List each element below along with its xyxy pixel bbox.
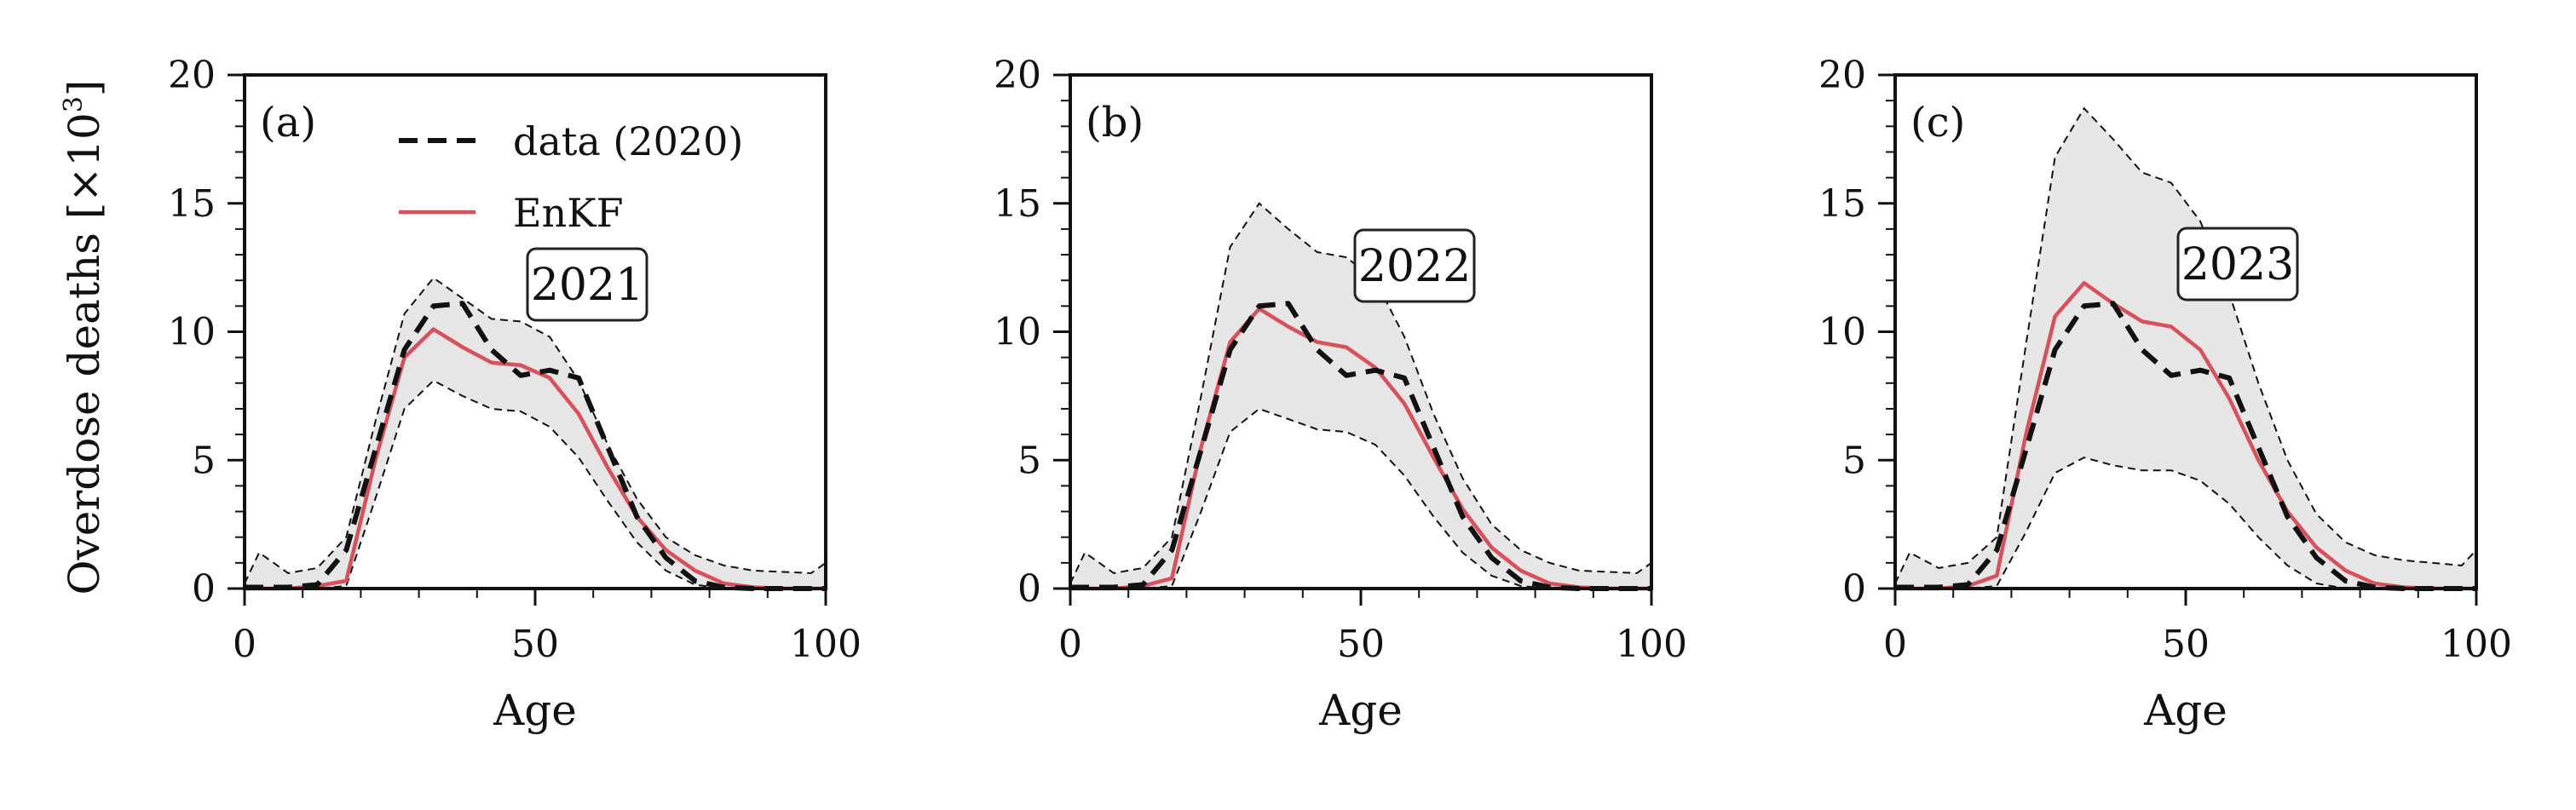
x-tick-label: 0 bbox=[233, 623, 256, 666]
y-tick-label: 5 bbox=[1017, 439, 1041, 482]
y-axis-label-exponent: 3 bbox=[59, 96, 89, 112]
band-upper-edge bbox=[244, 276, 827, 584]
panel-label: (b) bbox=[1086, 99, 1144, 146]
x-axis-label: Age bbox=[1318, 686, 1403, 735]
year-box bbox=[1353, 228, 1476, 303]
x-tick-label: 100 bbox=[1616, 623, 1687, 666]
year-box bbox=[526, 247, 648, 322]
x-tick-label: 50 bbox=[2162, 623, 2210, 666]
y-tick-label: 15 bbox=[168, 182, 216, 226]
legend: data (2020) EnKF bbox=[399, 118, 743, 236]
uncertainty-band bbox=[245, 278, 826, 589]
x-axis-label: Age bbox=[2143, 686, 2227, 735]
panel-label: (a) bbox=[260, 99, 316, 146]
panel-b: 0 5 10 15 20 0 50 100 Age (b) 2022 bbox=[994, 54, 1687, 735]
uncertainty-band bbox=[1070, 203, 1651, 589]
band-upper-edge bbox=[1894, 106, 2477, 584]
y-axis-label-close: ] bbox=[60, 80, 109, 97]
y-tick-label: 10 bbox=[168, 311, 216, 354]
year-box-label: 2022 bbox=[1358, 241, 1471, 292]
x-axis-label: Age bbox=[493, 686, 577, 735]
y-tick-label: 20 bbox=[168, 54, 216, 97]
y-tick-label: 10 bbox=[1818, 311, 1866, 354]
year-box bbox=[2176, 227, 2299, 302]
y-tick-label: 20 bbox=[1818, 54, 1866, 97]
x-tick-label: 100 bbox=[790, 623, 862, 666]
x-tick-label: 100 bbox=[2441, 623, 2512, 666]
legend-enkf-label: EnKF bbox=[513, 190, 624, 236]
legend-data-label: data (2020) bbox=[513, 118, 743, 164]
panel-c: 0 5 10 15 20 0 50 100 Age (c) 2023 bbox=[1818, 54, 2512, 735]
y-tick-label: 0 bbox=[192, 567, 216, 611]
y-tick-label: 20 bbox=[994, 54, 1041, 97]
uncertainty-band bbox=[1895, 108, 2476, 589]
y-axis-label: Overdose deaths [×103] bbox=[59, 80, 109, 595]
panel-a: 0 5 10 15 20 0 50 100 Age (a) 2021 bbox=[168, 54, 862, 735]
year-box-label: 2021 bbox=[531, 260, 643, 311]
y-tick-label: 5 bbox=[192, 439, 216, 482]
year-box-label: 2023 bbox=[2181, 239, 2294, 290]
y-tick-label: 15 bbox=[1818, 182, 1866, 226]
y-tick-label: 0 bbox=[1842, 567, 1866, 611]
y-tick-label: 0 bbox=[1017, 567, 1041, 611]
y-tick-label: 15 bbox=[994, 182, 1041, 226]
y-axis-label-main: Overdose deaths [×10 bbox=[60, 112, 109, 595]
x-tick-label: 0 bbox=[1883, 623, 1907, 666]
y-tick-label: 5 bbox=[1842, 439, 1866, 482]
x-tick-label: 50 bbox=[511, 623, 559, 666]
y-tick-label: 10 bbox=[994, 311, 1041, 354]
band-lower-edge bbox=[1070, 407, 1651, 589]
x-tick-label: 50 bbox=[1337, 623, 1385, 666]
panel-label: (c) bbox=[1910, 99, 1965, 146]
x-tick-label: 0 bbox=[1058, 623, 1082, 666]
